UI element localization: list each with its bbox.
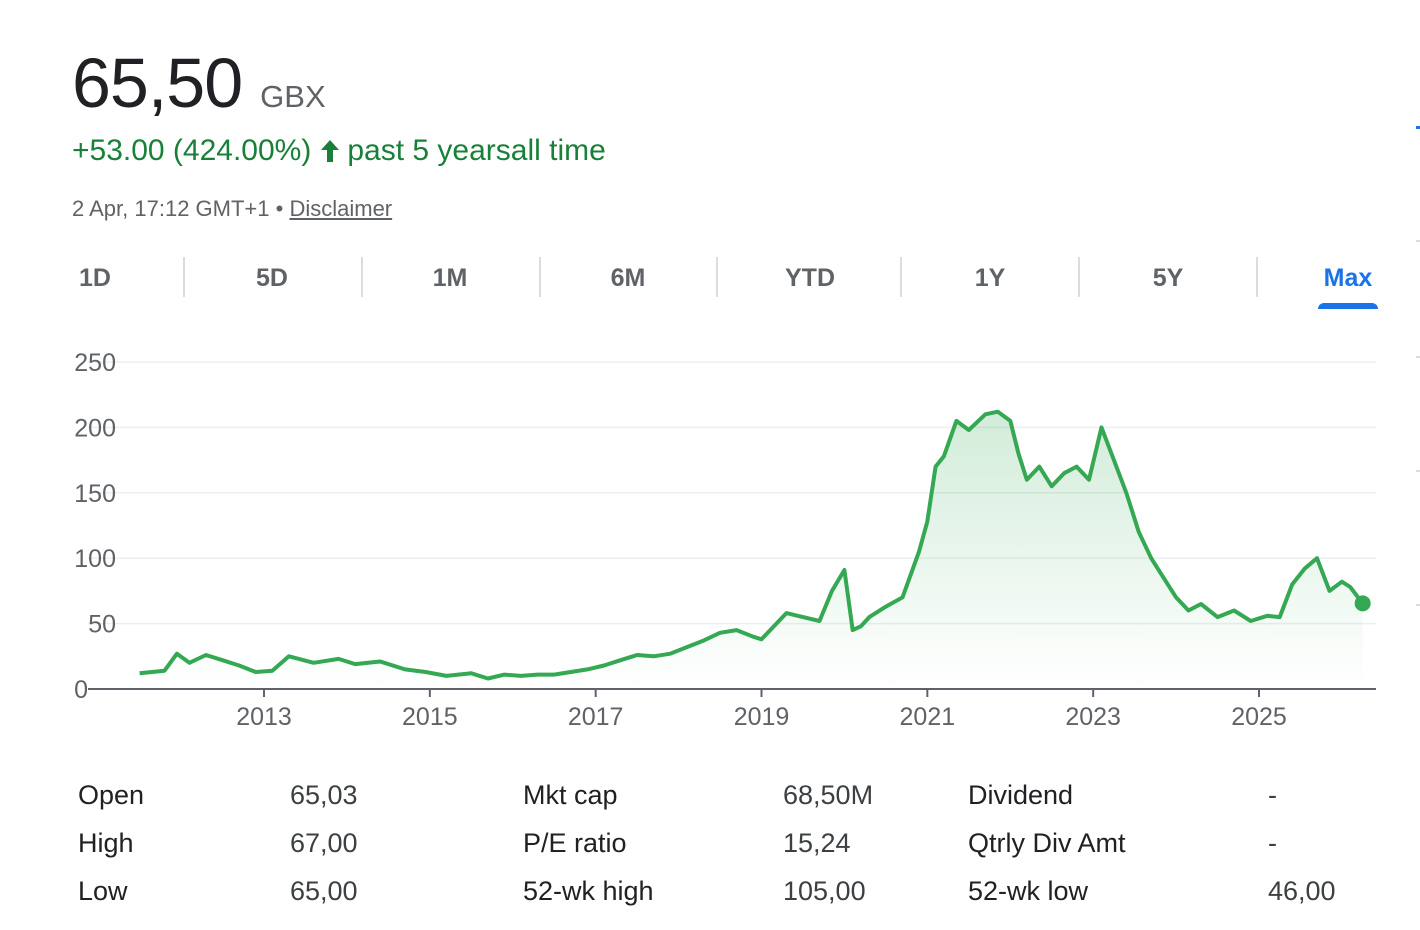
tab-divider bbox=[1256, 257, 1258, 297]
y-tick-label: 150 bbox=[74, 480, 116, 508]
price-change-row: +53.00 (424.00%) past 5 yearsall time bbox=[72, 134, 606, 168]
tab-max[interactable]: Max bbox=[1318, 254, 1378, 309]
y-tick-label: 250 bbox=[74, 349, 116, 377]
stat-value-high: 67,00 bbox=[290, 828, 358, 858]
tab-divider bbox=[900, 257, 902, 297]
tab-5d[interactable]: 5D bbox=[256, 264, 288, 292]
stat-value-low: 65,00 bbox=[290, 876, 358, 906]
stat-label-qtrly-div: Qtrly Div Amt bbox=[968, 828, 1126, 858]
quote-header: 65,50 GBX bbox=[72, 40, 326, 126]
stat-value-qtrly-div: - bbox=[1268, 828, 1277, 858]
stat-label-low: Low bbox=[78, 876, 128, 906]
stat-label-mkt-cap: Mkt cap bbox=[523, 780, 618, 810]
current-price: 65,50 bbox=[72, 44, 243, 122]
x-tick-label: 2021 bbox=[900, 703, 956, 731]
stat-value-mkt-cap: 68,50M bbox=[783, 780, 874, 810]
stat-label-52wk-high: 52-wk high bbox=[523, 876, 654, 906]
tab-ytd[interactable]: YTD bbox=[785, 264, 835, 292]
price-chart[interactable]: 250 200 150 100 50 0 2013 2015 2017 2019 2021 2023… bbox=[0, 330, 1420, 750]
x-tick-label: 2013 bbox=[236, 703, 292, 731]
stat-label-52wk-low: 52-wk low bbox=[968, 876, 1089, 906]
stat-value-open: 65,03 bbox=[290, 780, 358, 810]
x-tick-label: 2015 bbox=[402, 703, 458, 731]
tab-1m[interactable]: 1M bbox=[432, 264, 468, 292]
stat-value-52wk-high: 105,00 bbox=[783, 876, 866, 906]
price-line bbox=[139, 409, 1365, 681]
tab-divider bbox=[716, 257, 718, 297]
stat-value-52wk-low: 46,00 bbox=[1268, 876, 1336, 906]
stat-label-pe-ratio: P/E ratio bbox=[523, 828, 627, 858]
x-tick-label: 2023 bbox=[1065, 703, 1121, 731]
tab-divider bbox=[183, 257, 185, 297]
price-area-fill bbox=[139, 411, 1363, 689]
y-tick-label: 0 bbox=[74, 676, 88, 704]
price-row: 65,50 GBX bbox=[72, 40, 326, 126]
tab-1d[interactable]: 1D bbox=[79, 264, 111, 292]
stats-table: Open 65,03 High 67,00 Low 65,00 Mkt cap … bbox=[0, 770, 1420, 920]
x-tick-label: 2017 bbox=[568, 703, 624, 731]
x-axis: 2013 2015 2017 2019 2021 2023 2025 bbox=[236, 689, 1287, 731]
stat-value-dividend: - bbox=[1268, 780, 1277, 810]
stat-label-dividend: Dividend bbox=[968, 780, 1074, 810]
currency-code: GBX bbox=[260, 79, 326, 114]
y-tick-label: 50 bbox=[88, 611, 116, 639]
y-axis: 250 200 150 100 50 0 bbox=[74, 349, 116, 704]
tab-1y[interactable]: 1Y bbox=[974, 264, 1006, 292]
arrow-up-icon bbox=[319, 138, 341, 164]
quote-timestamp: 2 Apr, 17:12 GMT+1 • bbox=[72, 196, 284, 221]
y-tick-label: 100 bbox=[74, 545, 116, 573]
tab-divider bbox=[361, 257, 363, 297]
range-tabs: 1D 5D 1M 6M YTD 1Y 5Y Max bbox=[70, 254, 1378, 310]
disclaimer-link[interactable]: Disclaimer bbox=[289, 196, 393, 221]
tab-5y[interactable]: 5Y bbox=[1152, 264, 1184, 292]
quote-meta: 2 Apr, 17:12 GMT+1 • Disclaimer bbox=[72, 196, 392, 222]
x-tick-label: 2025 bbox=[1231, 703, 1287, 731]
x-tick-label: 2019 bbox=[734, 703, 790, 731]
tab-max-label: Max bbox=[1323, 264, 1373, 292]
y-tick-label: 200 bbox=[74, 414, 116, 442]
stat-label-high: High bbox=[78, 828, 134, 858]
tab-divider bbox=[1078, 257, 1080, 297]
active-tab-indicator bbox=[1318, 303, 1378, 309]
stat-value-pe-ratio: 15,24 bbox=[783, 828, 851, 858]
change-period: past 5 yearsall time bbox=[347, 134, 606, 167]
stat-label-open: Open bbox=[78, 780, 145, 810]
tab-divider bbox=[539, 257, 541, 297]
last-price-dot bbox=[1354, 595, 1371, 612]
tab-6m[interactable]: 6M bbox=[610, 264, 646, 292]
price-change: +53.00 (424.00%) bbox=[72, 134, 312, 167]
